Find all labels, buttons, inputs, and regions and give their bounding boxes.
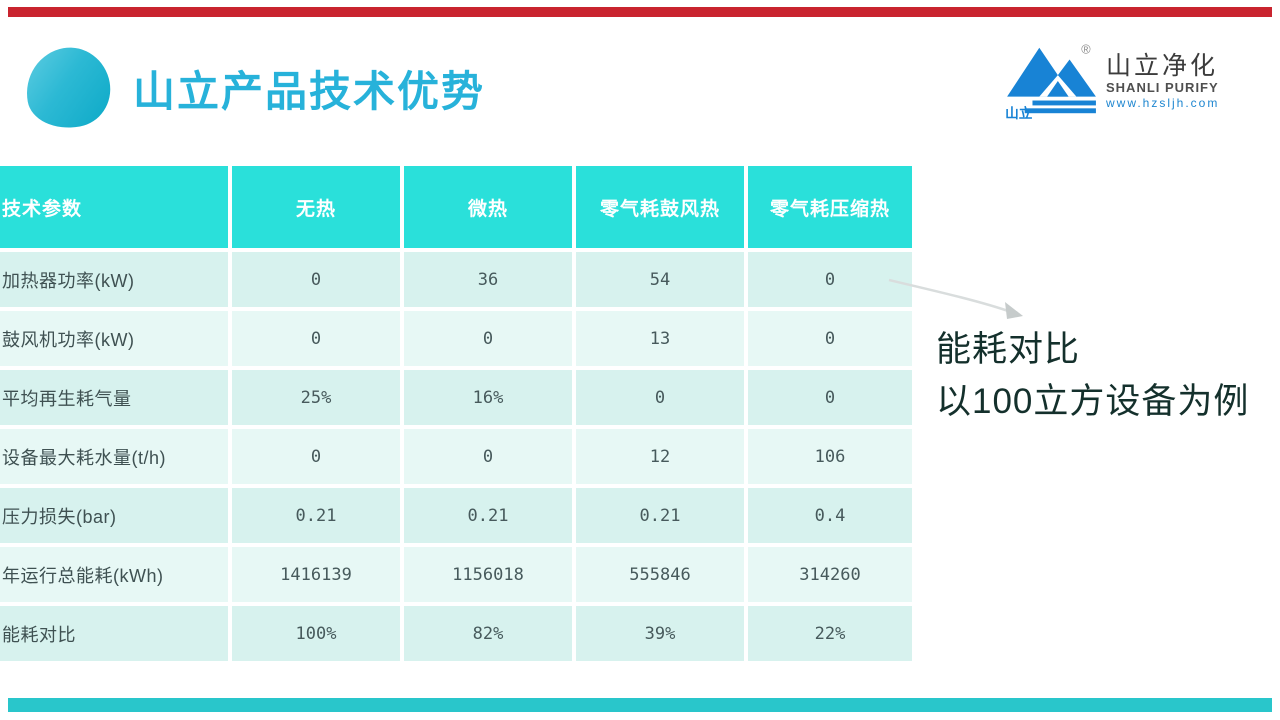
value-cell: 106 — [748, 429, 912, 484]
value-cell: 0 — [404, 429, 572, 484]
header-blower-heat: 零气耗鼓风热 — [576, 166, 744, 248]
value-cell: 22% — [748, 606, 912, 661]
value-cell: 0 — [748, 311, 912, 366]
table-row: 加热器功率(kW) 0 36 54 0 — [0, 252, 912, 307]
logo-name-cn: 山立净化 — [1106, 51, 1219, 80]
annotation-text: 能耗对比 以100立方设备为例 — [936, 324, 1249, 428]
annotation-line2: 以100立方设备为例 — [936, 382, 1250, 421]
row-label: 鼓风机功率(kW) — [0, 311, 228, 366]
decorative-blob — [19, 41, 117, 135]
value-cell: 36 — [404, 252, 572, 307]
logo-name-en: SHANLI PURIFY — [1106, 80, 1219, 95]
table-row: 平均再生耗气量 25% 16% 0 0 — [0, 370, 912, 425]
value-cell: 0.21 — [404, 488, 572, 543]
value-cell: 0 — [748, 370, 912, 425]
page-title: 山立产品技术优势 — [133, 67, 486, 116]
value-cell: 0 — [232, 429, 400, 484]
value-cell: 0 — [404, 311, 572, 366]
svg-text:山立: 山立 — [1005, 105, 1033, 121]
table-row: 鼓风机功率(kW) 0 0 13 0 — [0, 311, 912, 366]
company-logo: 山立 ® 山立净化 SHANLI PURIFY www.hzsljh.com — [1002, 40, 1242, 122]
value-cell: 1156018 — [404, 547, 572, 602]
value-cell: 54 — [576, 252, 744, 307]
table-header-row: 技术参数 无热 微热 零气耗鼓风热 零气耗压缩热 — [0, 166, 912, 248]
value-cell: 13 — [576, 311, 744, 366]
table-row: 能耗对比 100% 82% 39% 22% — [0, 606, 912, 661]
comparison-table-wrapper: 技术参数 无热 微热 零气耗鼓风热 零气耗压缩热 加热器功率(kW) 0 36 … — [0, 162, 916, 665]
table-row: 压力损失(bar) 0.21 0.21 0.21 0.4 — [0, 488, 912, 543]
value-cell: 100% — [232, 606, 400, 661]
logo-text-block: 山立净化 SHANLI PURIFY www.hzsljh.com — [1106, 51, 1220, 110]
value-cell: 555846 — [576, 547, 744, 602]
row-label: 压力损失(bar) — [0, 488, 228, 543]
value-cell: 25% — [232, 370, 400, 425]
bottom-accent-bar — [8, 698, 1272, 712]
value-cell: 0.21 — [576, 488, 744, 543]
value-cell: 1416139 — [232, 547, 400, 602]
value-cell: 0 — [576, 370, 744, 425]
value-cell: 0 — [232, 311, 400, 366]
mountain-logo-icon: 山立 ® — [1005, 43, 1096, 121]
logo-website: www.hzsljh.com — [1106, 95, 1220, 110]
header-heatless: 无热 — [232, 166, 400, 248]
svg-text:®: ® — [1081, 43, 1091, 57]
curved-arrow-icon — [888, 278, 1023, 319]
annotation-line1: 能耗对比 — [936, 330, 1081, 369]
header-compression-heat: 零气耗压缩热 — [748, 166, 912, 248]
row-label: 加热器功率(kW) — [0, 252, 228, 307]
table-row: 年运行总能耗(kWh) 1416139 1156018 555846 31426… — [0, 547, 912, 602]
table-row: 设备最大耗水量(t/h) 0 0 12 106 — [0, 429, 912, 484]
top-accent-bar — [8, 7, 1272, 17]
comparison-table: 技术参数 无热 微热 零气耗鼓风热 零气耗压缩热 加热器功率(kW) 0 36 … — [0, 162, 916, 665]
value-cell: 39% — [576, 606, 744, 661]
row-label: 平均再生耗气量 — [0, 370, 228, 425]
row-label: 能耗对比 — [0, 606, 228, 661]
row-label: 年运行总能耗(kWh) — [0, 547, 228, 602]
row-label: 设备最大耗水量(t/h) — [0, 429, 228, 484]
header-micro-heat: 微热 — [404, 166, 572, 248]
value-cell: 12 — [576, 429, 744, 484]
value-cell: 314260 — [748, 547, 912, 602]
value-cell: 82% — [404, 606, 572, 661]
value-cell: 0 — [232, 252, 400, 307]
value-cell: 0 — [748, 252, 912, 307]
value-cell: 16% — [404, 370, 572, 425]
value-cell: 0.4 — [748, 488, 912, 543]
value-cell: 0.21 — [232, 488, 400, 543]
header-param: 技术参数 — [0, 166, 228, 248]
